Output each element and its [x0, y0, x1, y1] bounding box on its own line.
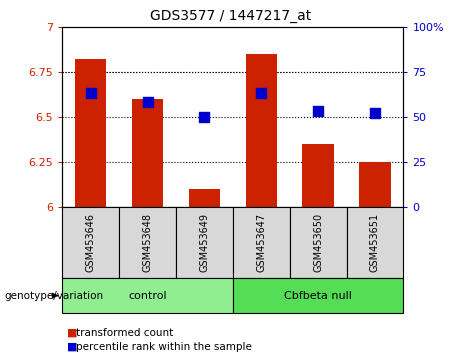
Text: GSM453649: GSM453649: [199, 213, 209, 272]
Text: ■: ■: [67, 342, 77, 352]
Bar: [176, 207, 233, 278]
Point: [201, 114, 208, 120]
Text: Cbfbeta null: Cbfbeta null: [284, 291, 352, 301]
Bar: [290, 207, 347, 278]
Point: [371, 110, 378, 116]
Text: GSM453651: GSM453651: [370, 213, 380, 272]
Text: percentile rank within the sample: percentile rank within the sample: [76, 342, 252, 352]
Text: control: control: [128, 291, 167, 301]
Bar: [62, 278, 233, 313]
Text: GSM453648: GSM453648: [142, 213, 153, 272]
Point: [144, 99, 151, 105]
Text: genotype/variation: genotype/variation: [5, 291, 104, 301]
Bar: [246, 54, 277, 207]
Text: GDS3577 / 1447217_at: GDS3577 / 1447217_at: [150, 9, 311, 23]
Bar: [233, 278, 403, 313]
Bar: [347, 207, 403, 278]
Point: [87, 91, 95, 96]
Bar: [189, 189, 220, 207]
Point: [314, 109, 322, 114]
Text: GSM453646: GSM453646: [86, 213, 96, 272]
Bar: [302, 144, 334, 207]
Bar: [75, 59, 106, 207]
Text: GSM453650: GSM453650: [313, 213, 323, 272]
Bar: [233, 207, 290, 278]
Text: GSM453647: GSM453647: [256, 213, 266, 272]
Bar: [119, 207, 176, 278]
Text: ■: ■: [67, 328, 77, 338]
Point: [258, 91, 265, 96]
Text: transformed count: transformed count: [76, 328, 173, 338]
Bar: [132, 99, 163, 207]
Bar: [62, 207, 119, 278]
Bar: [359, 162, 390, 207]
